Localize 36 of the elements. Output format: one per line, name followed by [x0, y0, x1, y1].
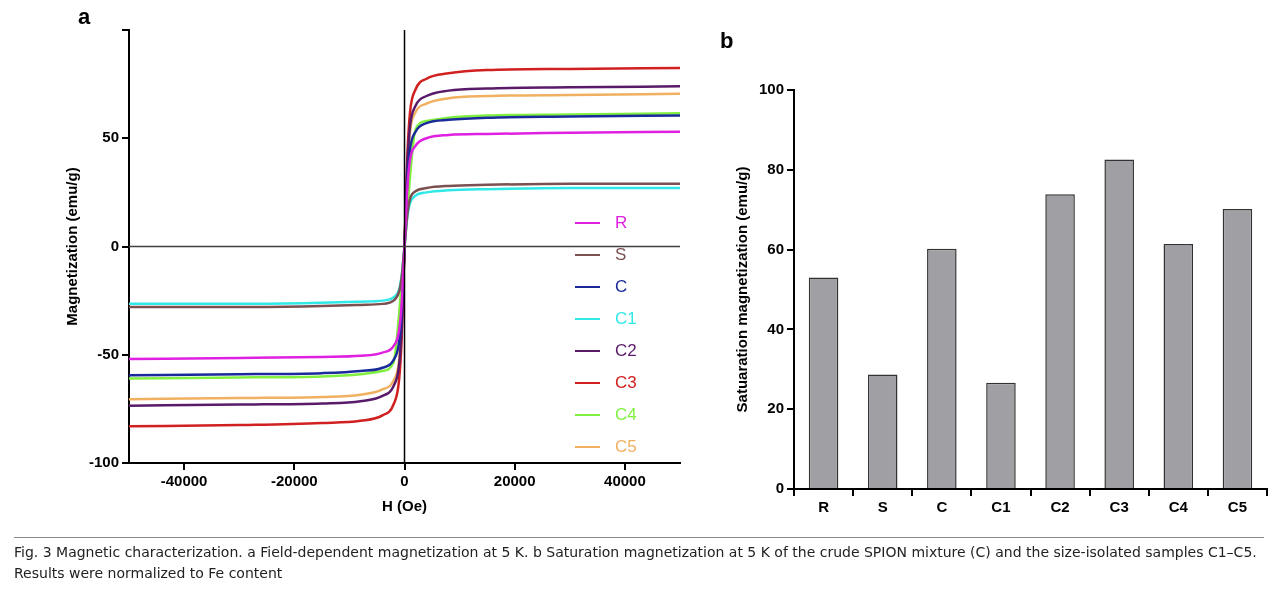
x-tick-label: C1 [991, 498, 1011, 516]
legend-label: C2 [615, 340, 637, 360]
x-tick-label: 40000 [604, 472, 646, 490]
x-tick-label: C3 [1109, 498, 1129, 516]
x-tick-label: C4 [1168, 498, 1189, 516]
y-axis-title: Magnetization (emu/g) [63, 167, 81, 326]
legend-label: C5 [615, 436, 637, 456]
legend-label: C [615, 276, 628, 296]
legend-label: R [615, 212, 628, 232]
x-tick-label: 0 [400, 472, 409, 490]
x-tick-label: C [936, 498, 948, 516]
x-tick-label: C2 [1050, 498, 1070, 516]
x-tick-label: S [877, 498, 888, 516]
x-tick-label: -40000 [160, 472, 208, 490]
y-tick-label: 0 [110, 236, 120, 254]
y-tick-label: 60 [767, 239, 785, 257]
x-tick-label: C5 [1227, 498, 1248, 516]
y-axis-title: Satuaration magnetization (emu/g) [733, 166, 751, 413]
legend-label: C3 [615, 372, 637, 392]
x-tick-label: R [818, 498, 830, 516]
y-tick-label: -100 [88, 453, 120, 471]
x-tick-label: -20000 [270, 472, 318, 490]
x-tick-label: 20000 [493, 472, 536, 490]
legend-label: S [615, 244, 627, 264]
caption: Fig. 3 Magnetic characterization. a Field-dependent magnetization at 5 K. b Saturation magnetization at 5 K of the crude SPION mixture (C) and the size-isolated samples C1–C5. Results were normalized to Fe content [14, 537, 1264, 584]
y-tick-label: 20 [767, 399, 785, 417]
y-tick-label: -50 [97, 344, 120, 362]
legend-label: C1 [615, 308, 637, 328]
legend-label: C4 [615, 404, 637, 424]
y-tick-label: 50 [102, 128, 120, 146]
chart-title: b [720, 28, 734, 54]
x-axis-title: H (Oe) [382, 497, 428, 515]
chart-title: a [78, 4, 91, 30]
y-tick-label: 40 [767, 319, 785, 337]
y-tick-label: 80 [767, 159, 785, 177]
y-tick-label: 100 [759, 80, 785, 98]
